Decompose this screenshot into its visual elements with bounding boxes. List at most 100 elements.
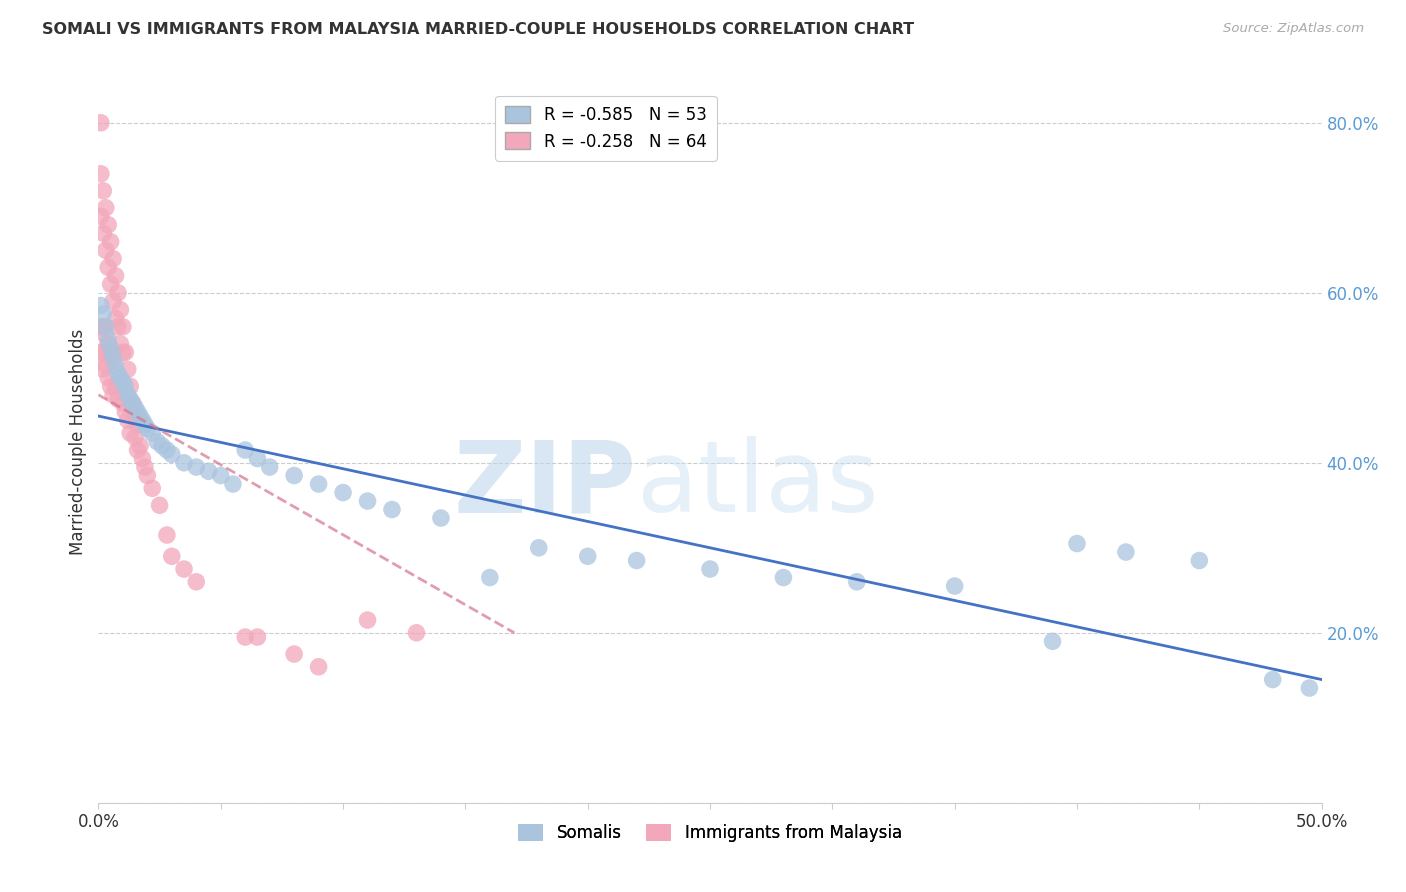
Point — [233, 443, 256, 458]
Point — [91, 345, 114, 359]
Point — [101, 294, 124, 309]
Point — [104, 311, 127, 326]
Point — [136, 422, 159, 436]
Point — [107, 319, 129, 334]
Point — [94, 358, 117, 372]
Point — [127, 417, 149, 432]
Point — [283, 647, 305, 661]
Text: ZIP: ZIP — [454, 436, 637, 533]
Point — [110, 371, 132, 385]
Point — [101, 350, 124, 364]
Text: Source: ZipAtlas.com: Source: ZipAtlas.com — [1223, 22, 1364, 36]
Point — [107, 367, 129, 381]
Point — [90, 299, 112, 313]
Point — [222, 477, 245, 491]
Point — [101, 353, 124, 368]
Point — [94, 201, 117, 215]
Point — [1115, 545, 1137, 559]
Point — [845, 574, 868, 589]
Point — [94, 319, 117, 334]
Point — [104, 358, 127, 372]
Point — [111, 396, 134, 410]
Point — [104, 268, 127, 283]
Point — [94, 244, 117, 258]
Point — [100, 277, 122, 292]
Point — [97, 336, 120, 351]
Point — [97, 218, 120, 232]
Point — [101, 252, 124, 266]
Point — [114, 379, 136, 393]
Point — [772, 570, 794, 584]
Point — [121, 396, 143, 410]
Point — [127, 443, 149, 458]
Point — [91, 307, 114, 321]
Point — [120, 392, 142, 406]
Point — [173, 456, 195, 470]
Point — [141, 425, 163, 440]
Point — [121, 396, 143, 410]
Point — [117, 413, 139, 427]
Point — [1298, 681, 1320, 695]
Point — [117, 362, 139, 376]
Point — [173, 562, 195, 576]
Point — [91, 319, 114, 334]
Point — [308, 660, 330, 674]
Point — [131, 413, 153, 427]
Point — [110, 336, 132, 351]
Y-axis label: Married-couple Households: Married-couple Households — [69, 328, 87, 555]
Point — [1042, 634, 1064, 648]
Point — [405, 625, 427, 640]
Point — [111, 319, 134, 334]
Point — [100, 345, 122, 359]
Point — [107, 392, 129, 406]
Point — [111, 375, 134, 389]
Point — [124, 401, 146, 415]
Text: SOMALI VS IMMIGRANTS FROM MALAYSIA MARRIED-COUPLE HOUSEHOLDS CORRELATION CHART: SOMALI VS IMMIGRANTS FROM MALAYSIA MARRI… — [42, 22, 914, 37]
Point — [114, 405, 136, 419]
Point — [100, 379, 122, 393]
Point — [124, 430, 146, 444]
Point — [259, 460, 281, 475]
Point — [156, 528, 179, 542]
Point — [1066, 536, 1088, 550]
Legend: Somalis, Immigrants from Malaysia: Somalis, Immigrants from Malaysia — [512, 817, 908, 848]
Point — [186, 460, 208, 475]
Point — [127, 405, 149, 419]
Point — [110, 302, 132, 317]
Point — [100, 235, 122, 249]
Point — [114, 345, 136, 359]
Point — [233, 630, 256, 644]
Point — [91, 227, 114, 241]
Point — [699, 562, 721, 576]
Point — [90, 116, 112, 130]
Point — [136, 468, 159, 483]
Point — [111, 345, 134, 359]
Point — [626, 553, 648, 567]
Point — [91, 362, 114, 376]
Point — [124, 409, 146, 423]
Point — [141, 481, 163, 495]
Point — [129, 409, 152, 423]
Point — [246, 451, 269, 466]
Point — [97, 260, 120, 275]
Text: atlas: atlas — [637, 436, 879, 533]
Point — [156, 443, 179, 458]
Point — [1188, 553, 1211, 567]
Point — [120, 379, 142, 393]
Point — [100, 341, 122, 355]
Point — [332, 485, 354, 500]
Point — [186, 574, 208, 589]
Point — [430, 511, 453, 525]
Point — [478, 570, 501, 584]
Point — [117, 388, 139, 402]
Point — [308, 477, 330, 491]
Point — [150, 439, 173, 453]
Point — [101, 388, 124, 402]
Point — [160, 447, 183, 461]
Point — [246, 630, 269, 644]
Point — [943, 579, 966, 593]
Point — [94, 328, 117, 343]
Point — [91, 184, 114, 198]
Point — [97, 371, 120, 385]
Point — [90, 319, 112, 334]
